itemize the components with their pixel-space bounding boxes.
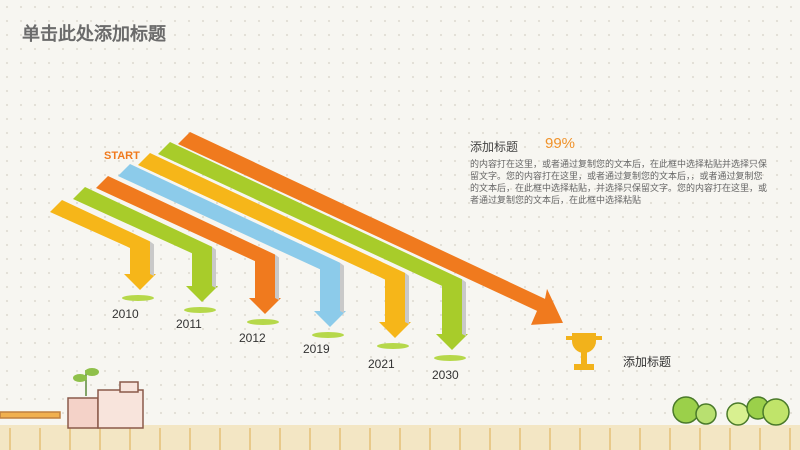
trophy-icon bbox=[566, 333, 602, 370]
arrow-shadow bbox=[312, 332, 344, 338]
start-label: START bbox=[104, 150, 140, 162]
trophy-label: 添加标题 bbox=[623, 355, 672, 369]
arrow-band bbox=[96, 176, 281, 314]
arrow-band bbox=[178, 132, 563, 325]
arrow-band bbox=[73, 187, 218, 302]
arrow-side bbox=[275, 254, 279, 300]
arrow-side bbox=[212, 246, 216, 288]
arrow-band bbox=[158, 142, 468, 350]
percent: 99% bbox=[545, 135, 576, 152]
arrow-shadow bbox=[122, 295, 154, 301]
arrow-side bbox=[340, 262, 344, 313]
ground-stripes bbox=[9, 428, 791, 450]
arrow-shadow bbox=[247, 319, 279, 325]
arrow-band bbox=[138, 153, 411, 338]
arrow-side bbox=[405, 272, 409, 324]
year-label: 2010 bbox=[112, 307, 139, 321]
year-label: 2011 bbox=[176, 317, 202, 331]
arrow-side bbox=[150, 241, 154, 276]
arrow-shadow bbox=[377, 343, 409, 349]
year-label: 2019 bbox=[303, 342, 330, 356]
arrow-band bbox=[118, 164, 346, 327]
arrow-shadow bbox=[184, 307, 216, 313]
paragraph: 的内容打在这里，或者通过复制您的文本后，在此框中选择粘贴并选择只保留文字。您的内… bbox=[470, 159, 768, 205]
trees bbox=[672, 396, 790, 426]
arrow-side bbox=[462, 279, 466, 336]
year-label: 2012 bbox=[239, 331, 266, 345]
houses bbox=[0, 368, 144, 429]
year-label: 2021 bbox=[368, 357, 395, 371]
year-label: 2030 bbox=[432, 368, 459, 382]
arrow-band bbox=[50, 200, 156, 290]
text-heading: 添加标题 bbox=[470, 140, 519, 154]
arrow-shadow bbox=[434, 355, 466, 361]
slide-title: 单击此处添加标题 bbox=[22, 24, 166, 44]
